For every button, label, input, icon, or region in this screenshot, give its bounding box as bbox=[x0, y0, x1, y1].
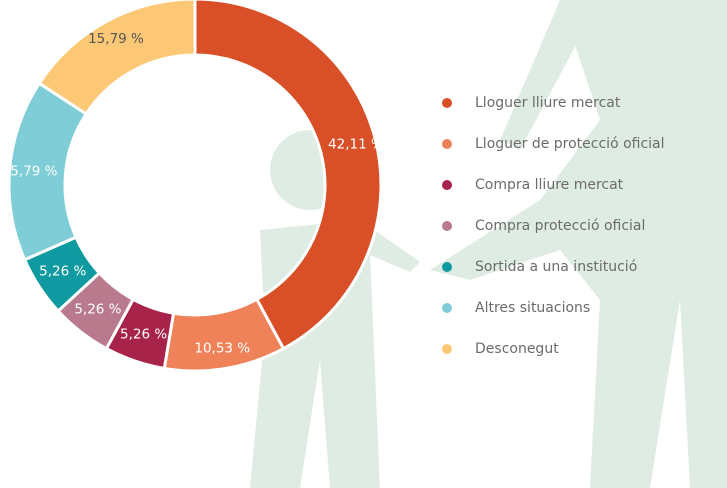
legend-marker bbox=[442, 180, 452, 190]
slice bbox=[39, 0, 195, 114]
value-label: 5,26 % bbox=[74, 302, 121, 318]
value-label: 5,26 % bbox=[39, 263, 86, 279]
legend-marker bbox=[442, 262, 452, 272]
value-label: 15,79 % bbox=[88, 31, 144, 47]
legend-label: Desconegut bbox=[475, 341, 559, 357]
chart: 42,11 % 10,53 % 5,26 % 5,26 % 5,26 % 15,79 % 1… bbox=[0, 0, 727, 488]
legend-marker bbox=[442, 221, 452, 231]
legend-label: Compra protecció oficial bbox=[475, 218, 645, 234]
donut: 42,11 % 10,53 % 5,26 % 5,26 % 5,26 % 15,79 % 1… bbox=[2, 0, 384, 371]
legend-label: Lloguer de protecció oficial bbox=[475, 136, 665, 152]
value-label: 10,53 % bbox=[194, 341, 250, 357]
value-label: 5,26 % bbox=[120, 326, 167, 342]
legend-label: Sortida a una institució bbox=[475, 259, 637, 275]
legend-label: Lloguer lliure mercat bbox=[475, 95, 621, 111]
legend-marker bbox=[442, 139, 452, 149]
legend-marker bbox=[442, 303, 452, 313]
value-label: 15,79 % bbox=[2, 163, 58, 179]
value-label: 42,11 % bbox=[328, 136, 384, 152]
legend-label: Altres situacions bbox=[475, 300, 590, 316]
legend-label: Compra lliure mercat bbox=[475, 177, 624, 193]
legend-marker bbox=[442, 98, 452, 108]
legend-marker bbox=[442, 344, 452, 354]
